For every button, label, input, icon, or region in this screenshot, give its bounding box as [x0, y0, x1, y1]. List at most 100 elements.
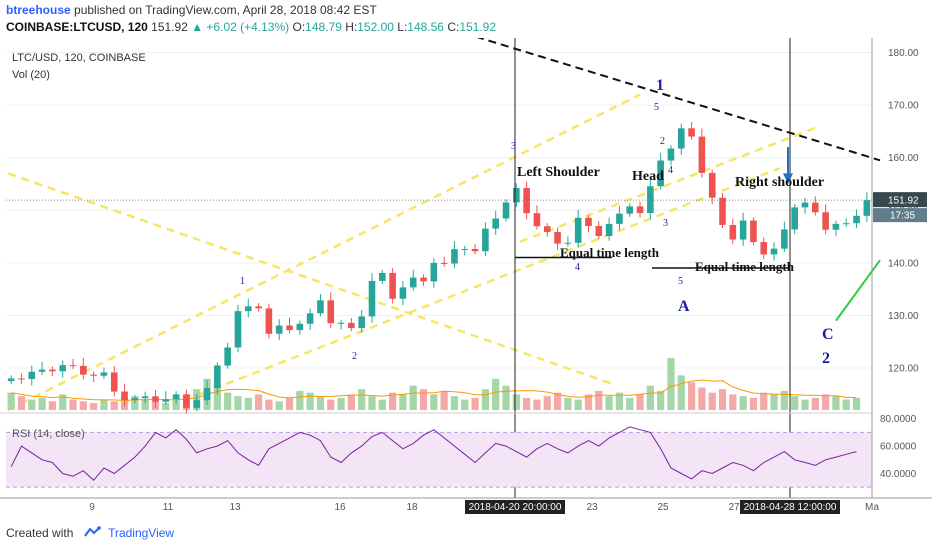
- candle-body: [739, 220, 747, 240]
- candle-body: [162, 399, 170, 402]
- volume-bar: [492, 378, 500, 410]
- candle-body: [286, 325, 293, 331]
- volume-bar: [440, 390, 448, 410]
- tradingview-brand[interactable]: TradingView: [108, 526, 175, 540]
- candle-body: [358, 316, 365, 329]
- author-link[interactable]: btreehouse: [6, 3, 71, 17]
- wave-label: 3: [663, 218, 668, 229]
- price-tick-label: 160.00: [888, 153, 919, 164]
- volume-bar: [667, 358, 675, 410]
- candle-body: [389, 272, 396, 299]
- volume-bar: [646, 385, 654, 410]
- candle-body: [585, 217, 592, 227]
- candle-body: [59, 365, 67, 372]
- volume-bar: [244, 397, 252, 410]
- volume-bar: [481, 389, 490, 410]
- wave-label: 2: [660, 136, 665, 147]
- volume-bar: [450, 396, 459, 410]
- candle-body: [141, 396, 149, 399]
- created-with-text: Created with: [6, 526, 74, 540]
- candle-body: [275, 325, 283, 334]
- wave-label: C: [822, 326, 834, 343]
- volume-bar: [388, 392, 397, 410]
- volume-bars: [7, 358, 861, 410]
- wave-label: 1: [656, 77, 664, 94]
- candle-body: [636, 206, 644, 213]
- symbol-line: COINBASE:LTCUSD, 120 151.92 ▲ +6.02 (+4.…: [6, 20, 496, 34]
- candle-body: [378, 272, 386, 281]
- volume-bar: [574, 399, 582, 410]
- price-tick-label: 120.00: [888, 363, 919, 374]
- time-tick-label: 9: [89, 502, 95, 513]
- candle-body: [853, 215, 860, 224]
- candle-body: [708, 172, 716, 198]
- candle-body: [152, 396, 159, 402]
- volume-bar: [162, 403, 170, 410]
- down-arrow-head: [783, 173, 793, 184]
- candle-body: [420, 277, 427, 282]
- candle-body: [811, 202, 819, 213]
- time-tick-label: 18: [406, 502, 418, 513]
- volume-bar: [677, 375, 685, 410]
- volume-bar: [832, 396, 840, 410]
- time-tick-label: 13: [229, 502, 241, 513]
- rsi-tick-label: 40.0000: [880, 469, 917, 480]
- candles: [7, 122, 871, 415]
- volume-bar: [687, 382, 696, 410]
- time-tick-label: 25: [657, 502, 669, 513]
- candle-body: [327, 300, 335, 324]
- last-price-tag-label: 151.92: [888, 196, 919, 207]
- candle-body: [729, 224, 737, 240]
- open-value: 148.79: [305, 20, 342, 34]
- volume-bar: [770, 394, 778, 410]
- cursor-time-label: 2018-04-20 20:00:00: [469, 502, 562, 513]
- candle-body: [770, 248, 778, 255]
- volume-bar: [28, 399, 36, 410]
- volume-bar: [38, 397, 46, 410]
- volume-bar: [564, 397, 572, 410]
- candle-body: [49, 369, 56, 372]
- tradingview-logo-icon[interactable]: [83, 526, 101, 541]
- projection-line-green: [835, 259, 881, 322]
- wave-label: 5: [678, 276, 683, 287]
- price-tick-label: 130.00: [888, 311, 919, 322]
- candle-body: [193, 400, 201, 408]
- volume-bar: [729, 394, 737, 410]
- volume-bar: [801, 399, 809, 410]
- volume-bar: [224, 392, 232, 410]
- left-shoulder-label: Left Shoulder: [517, 165, 600, 180]
- candle-body: [80, 365, 87, 375]
- volume-bar: [657, 390, 665, 410]
- volume-bar: [739, 396, 747, 410]
- pane-title: LTC/USD, 120, COINBASE: [12, 52, 146, 64]
- candle-body: [791, 207, 798, 230]
- grid: [6, 52, 872, 369]
- candle-body: [131, 398, 139, 401]
- publish-line: btreehouse published on TradingView.com,…: [6, 3, 377, 17]
- candle-body: [543, 226, 551, 232]
- candle-body: [719, 197, 726, 225]
- price-tick-label: 180.00: [888, 48, 919, 59]
- candle-body: [647, 186, 654, 213]
- candle-body: [183, 394, 190, 408]
- candle-body: [564, 242, 572, 244]
- cursor-time-tag: [465, 500, 565, 514]
- volume-bar: [502, 385, 510, 410]
- candle-body: [657, 160, 664, 187]
- volume-bar: [636, 394, 644, 410]
- volume-bar: [265, 399, 273, 410]
- candle-body: [214, 365, 221, 389]
- volume-bar: [234, 396, 242, 410]
- volume-bar: [842, 399, 850, 410]
- candle-body: [822, 212, 829, 230]
- cursor-time-tag: [740, 500, 840, 514]
- candle-body: [605, 223, 613, 236]
- volume-bar: [461, 399, 469, 410]
- volume-ma-line: [11, 379, 857, 402]
- low-value: 148.56: [407, 20, 444, 34]
- candle-body: [7, 378, 15, 382]
- last-price-tag: [873, 192, 927, 208]
- volume-bar: [59, 394, 67, 410]
- volume-bar: [327, 399, 335, 410]
- price-chart[interactable]: Left Shoulder Head Right shoulder Equal tim…: [0, 38, 932, 516]
